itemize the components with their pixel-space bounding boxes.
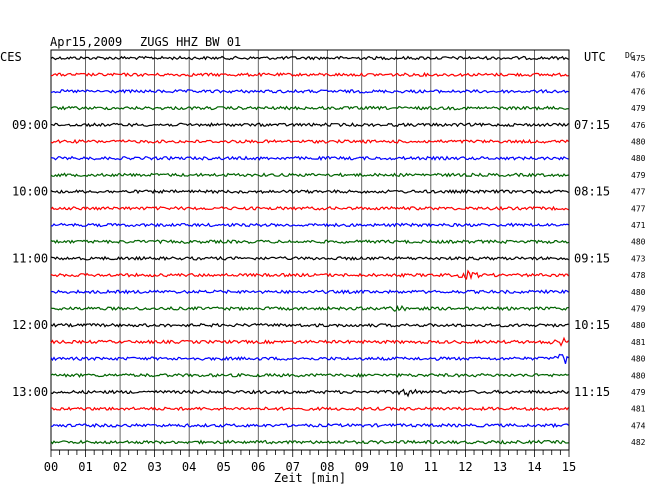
trace-line <box>50 353 569 364</box>
right-time-label: 08:15 <box>574 185 610 199</box>
chart-labels: 09:00 10:00 11:00 12:00 13:00 07:15 08:15 09:15… <box>12 54 646 447</box>
trace-line <box>51 222 569 228</box>
trace-line <box>51 422 569 429</box>
dc-value: 477 <box>631 188 646 197</box>
left-time-label: 09:00 <box>12 118 48 132</box>
trace-line <box>50 336 569 347</box>
trace-line <box>50 439 569 445</box>
left-time-label: 12:00 <box>12 318 48 332</box>
trace-line <box>50 155 569 161</box>
trace-line <box>50 239 569 245</box>
dc-value: 480 <box>631 138 646 147</box>
right-time-label: 07:15 <box>574 118 610 132</box>
x-tick-label: 12 <box>458 460 472 474</box>
dc-value: 480 <box>631 238 646 247</box>
trace-line <box>50 71 569 78</box>
ces-label: CES <box>0 50 22 64</box>
x-tick-label: 00 <box>44 460 58 474</box>
trace-line <box>50 138 569 145</box>
trace-line <box>50 322 569 328</box>
x-tick-label: 07 <box>286 460 300 474</box>
dc-value: 479 <box>631 104 646 113</box>
trace-line <box>50 172 569 178</box>
x-tick-label: 09 <box>355 460 369 474</box>
dc-value: 479 <box>631 305 646 314</box>
utc-label: UTC <box>584 50 606 64</box>
dc-value: 471 <box>631 221 646 230</box>
trace-line <box>50 372 569 378</box>
dc-value: 480 <box>631 288 646 297</box>
trace-line <box>50 55 569 61</box>
dc-value: 479 <box>631 388 646 397</box>
dc-value: 477 <box>631 204 646 213</box>
dc-value: 482 <box>631 438 646 447</box>
dc-value: 473 <box>631 254 646 263</box>
dc-value: 480 <box>631 154 646 163</box>
station-label: ZUGS HHZ BW 01 <box>140 35 241 49</box>
x-tick-label: 08 <box>320 460 334 474</box>
x-tick-label: 10 <box>389 460 403 474</box>
left-time-label: 10:00 <box>12 185 48 199</box>
trace-line <box>50 289 569 295</box>
right-time-label: 10:15 <box>574 318 610 332</box>
trace-line <box>50 205 569 211</box>
dc-value: 475 <box>631 54 646 63</box>
dc-value: 480 <box>631 355 646 364</box>
trace-line <box>50 88 569 94</box>
x-tick-label: 02 <box>113 460 127 474</box>
dc-value: 474 <box>631 421 646 430</box>
trace-line <box>50 405 569 412</box>
right-time-label: 11:15 <box>574 385 610 399</box>
x-axis-title: Zeit [min] <box>274 471 346 485</box>
x-tick-label: 13 <box>493 460 507 474</box>
chart-grid <box>50 49 570 451</box>
dc-value: 480 <box>631 321 646 330</box>
dc-value: 476 <box>631 87 646 96</box>
dc-value: 476 <box>631 71 646 80</box>
x-tick-label: 01 <box>78 460 92 474</box>
trace-line <box>50 269 569 281</box>
x-tick-label: 15 <box>562 460 576 474</box>
x-tick-label: 05 <box>216 460 230 474</box>
dc-value: 481 <box>631 338 646 347</box>
trace-line <box>50 304 569 312</box>
x-tick-label: 06 <box>251 460 265 474</box>
x-tick-label: 11 <box>424 460 438 474</box>
x-tick-label: 03 <box>147 460 161 474</box>
dc-value: 481 <box>631 405 646 414</box>
trace-line <box>50 105 569 111</box>
x-tick-label: 14 <box>527 460 541 474</box>
dc-value: 476 <box>631 121 646 130</box>
trace-line <box>50 188 569 195</box>
dc-label: DC <box>625 51 635 60</box>
x-tick-label: 04 <box>182 460 196 474</box>
seismic-traces <box>50 55 569 445</box>
dc-value: 479 <box>631 171 646 180</box>
trace-line <box>50 255 569 261</box>
plot-frame <box>50 49 570 451</box>
left-time-label: 13:00 <box>12 385 48 399</box>
dc-value: 478 <box>631 271 646 280</box>
left-time-label: 11:00 <box>12 251 48 265</box>
x-axis: 00 01 02 03 04 05 06 07 08 09 10 11 12 13 14 15 <box>44 450 576 474</box>
date-label: Apr15,2009 <box>50 35 122 49</box>
trace-line <box>50 388 569 398</box>
trace-line <box>50 122 569 128</box>
dc-value: 480 <box>631 371 646 380</box>
right-time-label: 09:15 <box>574 251 610 265</box>
